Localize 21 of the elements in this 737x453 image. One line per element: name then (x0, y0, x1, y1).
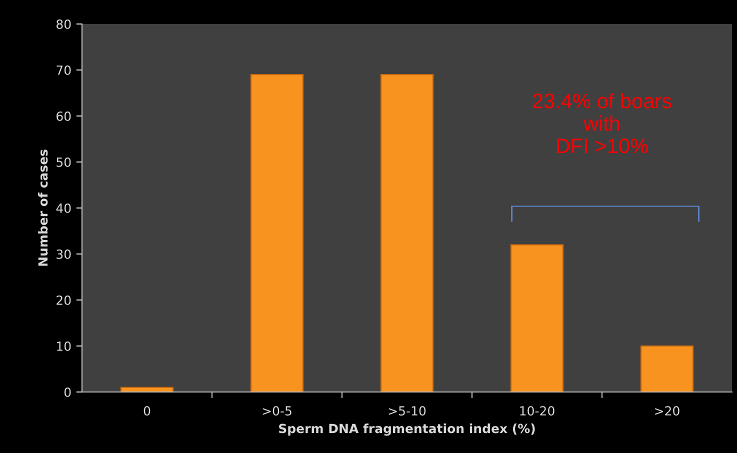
annotation: 23.4% of boars with DFI >10% (532, 93, 672, 154)
bar (250, 74, 304, 392)
y-tick-label: 0 (64, 387, 71, 397)
x-tick-label: >5-10 (388, 406, 426, 416)
y-tick-label: 10 (57, 341, 71, 351)
x-tick-label: 10-20 (520, 406, 554, 416)
x-tick-label: >0-5 (262, 406, 292, 416)
y-tick-label: 50 (56, 157, 71, 167)
bar (510, 244, 564, 392)
bar (640, 345, 694, 392)
y-tick-label: 40 (56, 203, 71, 213)
y-axis-title: Number of cases (38, 150, 48, 266)
y-tick-label: 70 (56, 65, 71, 75)
bar (380, 74, 434, 392)
y-tick-label: 60 (56, 111, 71, 121)
y-tick-label: 30 (56, 249, 71, 259)
x-axis-title: Sperm DNA fragmentation index (%) (279, 424, 535, 436)
x-tick-label: 0 (144, 406, 150, 416)
y-tick-label: 20 (56, 295, 71, 305)
x-tick-label: >20 (655, 406, 680, 416)
y-tick-label: 80 (56, 19, 71, 29)
